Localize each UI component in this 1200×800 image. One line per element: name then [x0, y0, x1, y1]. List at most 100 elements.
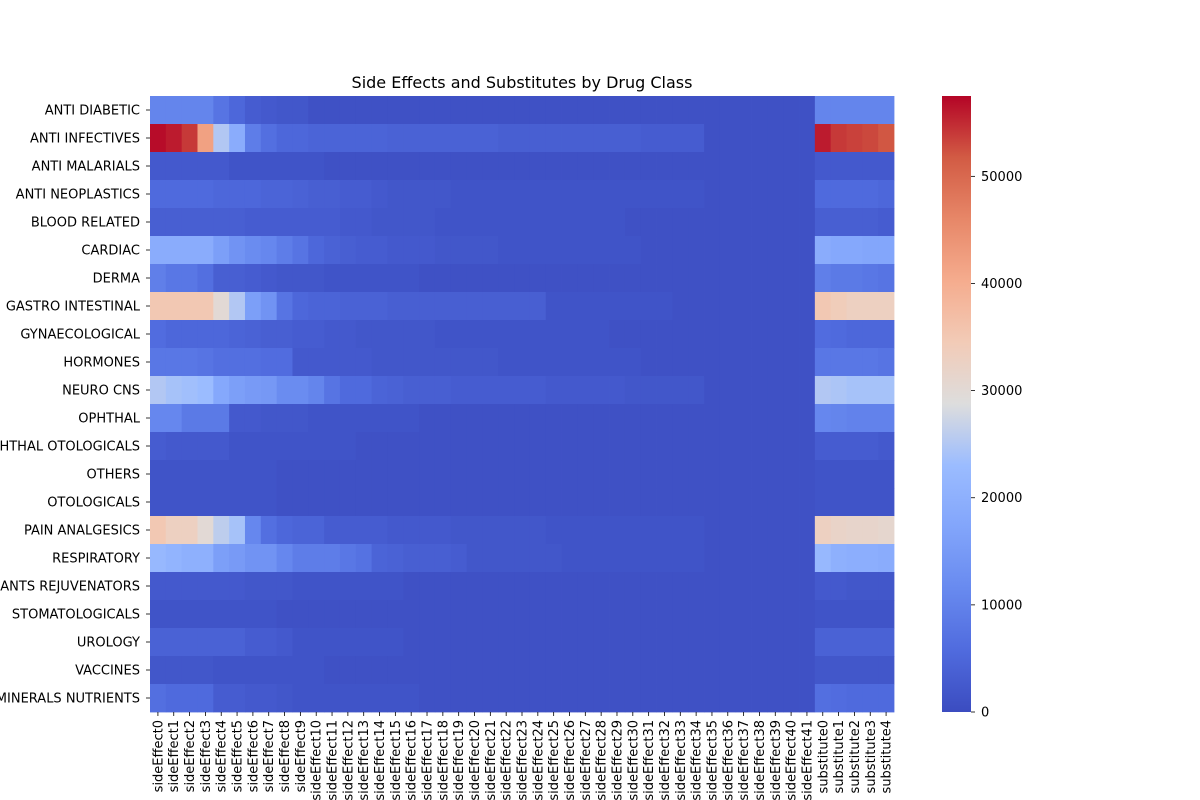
heatmap-cell	[229, 572, 246, 601]
heatmap-cell	[799, 404, 816, 433]
heatmap-cell	[197, 124, 214, 153]
heatmap-cell	[672, 684, 689, 713]
heatmap-cell	[150, 320, 167, 349]
heatmap-cell	[624, 572, 642, 601]
heatmap-cell	[482, 628, 499, 657]
heatmap-cell	[735, 460, 752, 489]
column-label: sideEffect22	[500, 720, 515, 800]
heatmap-cell	[545, 656, 562, 685]
heatmap-cell	[624, 600, 642, 629]
heatmap-cell	[197, 628, 214, 657]
heatmap-cell	[672, 348, 689, 377]
heatmap-cell	[387, 488, 404, 517]
heatmap-cell	[735, 96, 752, 125]
heatmap-cell	[482, 96, 499, 125]
heatmap-cell	[624, 544, 642, 573]
heatmap-cell	[244, 460, 262, 489]
row-label: VITAMINS MINERALS NUTRIENTS	[0, 692, 140, 707]
heatmap-cell	[624, 684, 642, 713]
heatmap-cell	[561, 348, 578, 377]
heatmap-cell	[656, 684, 673, 713]
heatmap-cell	[656, 628, 673, 657]
heatmap-cell	[719, 432, 737, 461]
heatmap-cell	[165, 684, 183, 713]
heatmap-cell	[735, 516, 752, 545]
heatmap-cell	[308, 460, 325, 489]
heatmap-cell	[862, 516, 879, 545]
heatmap-cell	[339, 684, 357, 713]
column-label: sideEffect8	[278, 720, 293, 792]
heatmap-cell	[529, 376, 547, 405]
heatmap-cell	[814, 292, 832, 321]
heatmap-cell	[878, 656, 895, 685]
heatmap-cell	[624, 628, 642, 657]
heatmap-cell	[624, 96, 642, 125]
heatmap-cell	[799, 544, 816, 573]
heatmap-cell	[640, 516, 657, 545]
heatmap-cell	[624, 236, 642, 265]
heatmap-cell	[308, 516, 325, 545]
heatmap-cell	[434, 264, 452, 293]
heatmap-cell	[799, 460, 816, 489]
heatmap-cell	[656, 264, 673, 293]
heatmap-cell	[529, 404, 547, 433]
heatmap-cell	[498, 488, 515, 517]
heatmap-cell	[387, 628, 404, 657]
heatmap-cell	[561, 152, 578, 181]
heatmap-cell	[403, 180, 420, 209]
heatmap-cell	[371, 572, 388, 601]
chart-title: Side Effects and Substitutes by Drug Cla…	[352, 73, 693, 92]
heatmap-cell	[324, 264, 341, 293]
heatmap-cell	[450, 432, 467, 461]
row-label: PAIN ANALGESICS	[24, 524, 140, 539]
heatmap-cell	[355, 208, 373, 237]
heatmap-cell	[292, 600, 309, 629]
heatmap-cell	[229, 236, 246, 265]
heatmap-cell	[324, 572, 341, 601]
heatmap-cell	[704, 656, 721, 685]
heatmap-cell	[577, 544, 594, 573]
heatmap-cell	[672, 208, 689, 237]
heatmap-cell	[514, 572, 531, 601]
heatmap-cell	[561, 320, 578, 349]
heatmap-cell	[862, 208, 879, 237]
heatmap-cell	[355, 600, 373, 629]
heatmap-cell	[577, 488, 594, 517]
heatmap-cell	[482, 544, 499, 573]
heatmap-cell	[640, 488, 657, 517]
heatmap-cell	[767, 516, 784, 545]
heatmap-cell	[751, 180, 768, 209]
heatmap-cell	[197, 264, 214, 293]
heatmap-cell	[640, 320, 657, 349]
heatmap-cell	[260, 236, 278, 265]
heatmap-cell	[799, 348, 816, 377]
heatmap-cell	[830, 376, 847, 405]
heatmap-cell	[466, 180, 483, 209]
heatmap-cell	[799, 152, 816, 181]
heatmap-cell	[450, 264, 467, 293]
column-label: sideEffect27	[579, 720, 594, 800]
heatmap-cell	[514, 656, 531, 685]
heatmap-cell	[830, 180, 847, 209]
heatmap-cell	[371, 180, 388, 209]
heatmap-cell	[640, 96, 657, 125]
heatmap-cell	[830, 292, 847, 321]
heatmap-cell	[213, 460, 230, 489]
heatmap-cell	[878, 376, 895, 405]
heatmap-cell	[767, 124, 784, 153]
heatmap-cell	[292, 264, 309, 293]
heatmap-cell	[213, 320, 230, 349]
heatmap-cell	[150, 628, 167, 657]
heatmap-cell	[593, 544, 610, 573]
heatmap-cell	[324, 432, 341, 461]
heatmap-cell	[260, 572, 278, 601]
heatmap-cell	[150, 488, 167, 517]
heatmap-cell	[181, 96, 198, 125]
heatmap-cell	[419, 348, 436, 377]
heatmap-cell	[751, 432, 768, 461]
heatmap-cell	[545, 320, 562, 349]
column-label: sideEffect4	[215, 720, 230, 792]
heatmap-cell	[814, 208, 832, 237]
heatmap-cell	[799, 264, 816, 293]
heatmap-cell	[403, 516, 420, 545]
